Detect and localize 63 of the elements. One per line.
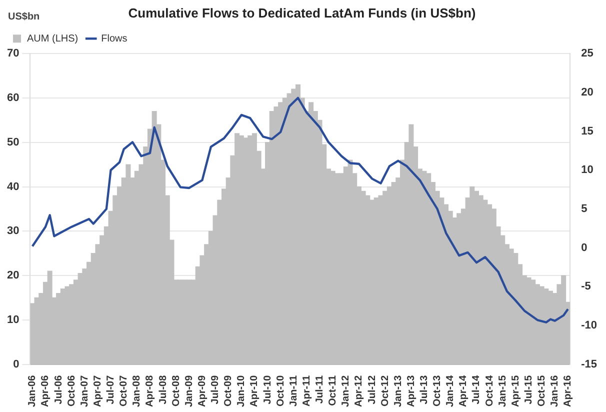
y-tick-label: 30 bbox=[6, 225, 20, 238]
x-tick-label: Apr-07 bbox=[92, 374, 104, 408]
x-tick-label: Oct-13 bbox=[432, 374, 444, 406]
y-tick-label: 0 bbox=[13, 358, 20, 370]
y2-tick-label: -15 bbox=[581, 358, 598, 370]
x-tick-label: Jul-13 bbox=[419, 374, 430, 404]
x-tick-label: Apr-12 bbox=[354, 374, 365, 408]
legend-label: Flows bbox=[101, 33, 128, 44]
y-tick-label: 70 bbox=[6, 48, 20, 60]
x-tick-label: Oct-15 bbox=[536, 374, 548, 406]
x-tick-label: Apr-08 bbox=[144, 374, 156, 408]
x-tick-label: Apr-06 bbox=[40, 374, 52, 408]
x-tick-label: Oct-12 bbox=[380, 374, 391, 406]
x-tick-label: Apr-14 bbox=[458, 374, 470, 408]
x-tick-label: Apr-13 bbox=[406, 374, 417, 408]
y2-tick-label: 5 bbox=[581, 202, 588, 215]
y-tick-label: 50 bbox=[6, 136, 20, 148]
x-tick-label: Jul-08 bbox=[158, 374, 169, 404]
x-tick-label: Jan-09 bbox=[184, 374, 195, 408]
y-tick-label: 60 bbox=[6, 92, 20, 104]
x-tick-label: Jul-07 bbox=[106, 374, 117, 404]
x-tick-label: Oct-09 bbox=[223, 374, 234, 406]
x-tick-label: Jan-11 bbox=[288, 374, 300, 406]
x-tick-label: Jul-06 bbox=[53, 374, 64, 404]
x-tick-label: Oct-10 bbox=[275, 374, 286, 406]
x-tick-label: Apr-11 bbox=[301, 374, 312, 406]
y2-tick-label: 10 bbox=[581, 164, 594, 176]
x-tick-label: Apr-15 bbox=[510, 374, 522, 408]
y2-tick-label: -10 bbox=[581, 320, 598, 332]
y-tick-label: 10 bbox=[6, 314, 20, 326]
y2-tick-label: 15 bbox=[581, 125, 594, 138]
x-tick-label: Apr-09 bbox=[196, 374, 208, 408]
y2-tick-label: 0 bbox=[581, 242, 588, 254]
x-tick-label: Apr-16 bbox=[562, 374, 574, 408]
x-tick-label: Jul-10 bbox=[262, 374, 274, 404]
y2-tick-label: 20 bbox=[581, 86, 594, 98]
x-tick-label: Jan-07 bbox=[79, 374, 90, 408]
x-tick-label: Jan-08 bbox=[132, 374, 143, 408]
x-tick-label: Jul-15 bbox=[523, 374, 534, 404]
x-tick-label: Oct-08 bbox=[170, 374, 182, 406]
chart-title: Cumulative Flows to Dedicated LatAm Funds (in US$bn) bbox=[128, 5, 476, 20]
y-tick-label: 20 bbox=[6, 270, 20, 282]
x-tick-label: Oct-14 bbox=[484, 374, 496, 406]
x-tick-label: Jan-16 bbox=[550, 374, 561, 408]
legend-label: AUM (LHS) bbox=[27, 33, 78, 44]
x-tick-label: Jan-06 bbox=[27, 374, 38, 408]
x-tick-label: Jan-14 bbox=[445, 374, 456, 408]
y2-tick-label: 25 bbox=[581, 48, 594, 60]
x-tick-label: Jul-09 bbox=[210, 374, 222, 404]
y2-tick-label: -5 bbox=[581, 280, 591, 293]
x-tick-label: Oct-07 bbox=[118, 374, 130, 406]
x-tick-label: Apr-10 bbox=[249, 374, 260, 408]
x-tick-label: Jan-12 bbox=[340, 374, 352, 408]
x-tick-label: Jul-12 bbox=[366, 374, 378, 404]
x-tick-label: Jan-10 bbox=[236, 374, 248, 408]
x-tick-label: Jul-14 bbox=[471, 374, 482, 404]
x-tick-label: Jul-11 bbox=[314, 374, 326, 404]
x-tick-label: Jan-15 bbox=[497, 374, 508, 408]
x-tick-label: Oct-06 bbox=[66, 374, 78, 406]
y-tick-label: 40 bbox=[6, 180, 20, 193]
x-tick-label: Jan-13 bbox=[392, 374, 404, 408]
y-axis-title: US$bn bbox=[8, 11, 40, 22]
x-tick-label: Oct-11 bbox=[328, 374, 339, 406]
